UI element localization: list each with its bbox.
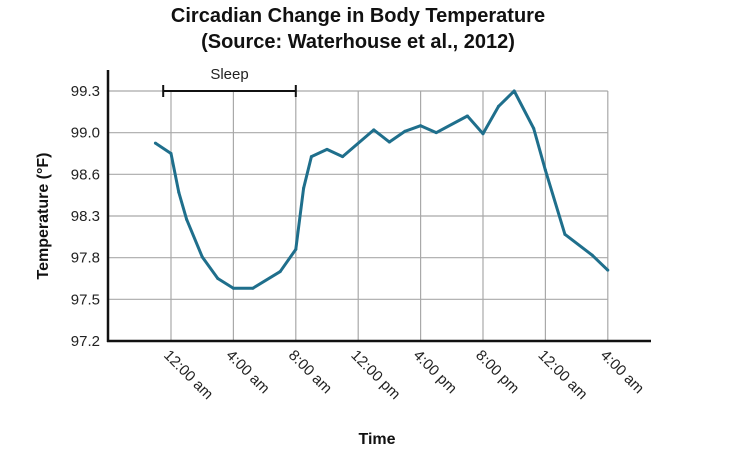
x-tick-label: 4:00 am — [597, 347, 647, 397]
x-tick-label: 4:00 pm — [410, 347, 460, 397]
y-tick-label: 98.6 — [71, 166, 100, 183]
data-point — [497, 104, 501, 108]
chart-title: Circadian Change in Body Temperature — [170, 5, 546, 27]
data-point — [590, 253, 594, 257]
y-tick-labels: 97.2 97.5 97.8 98.3 98.6 99.0 99.3 — [71, 83, 100, 350]
chart-subtitle: (Source: Waterhouse et al., 2012) — [201, 31, 515, 53]
data-point — [606, 268, 610, 272]
data-point — [251, 286, 255, 290]
data-point — [231, 286, 235, 290]
data-point — [465, 114, 469, 118]
y-tick-label: 99.3 — [71, 83, 100, 100]
data-point — [200, 255, 204, 259]
data-point — [185, 217, 189, 221]
y-tick-label: 97.2 — [71, 333, 100, 350]
data-point — [216, 277, 220, 280]
x-tick-label: 4:00 am — [223, 347, 273, 397]
data-points — [153, 89, 610, 290]
x-tick-label: 8:00 pm — [472, 347, 522, 397]
data-point — [153, 141, 157, 145]
data-point — [309, 155, 313, 159]
data-point — [278, 270, 282, 274]
data-point — [532, 127, 536, 130]
data-point — [512, 89, 516, 93]
sleep-label: Sleep — [210, 66, 248, 83]
x-tick-label: 8:00 am — [285, 347, 335, 397]
x-tick-labels: 12:00 am 4:00 am 8:00 am 12:00 pm 4:00 pm 8:0… — [160, 347, 647, 403]
data-point — [302, 186, 306, 190]
sleep-annotation: Sleep — [162, 66, 297, 97]
data-point — [387, 140, 391, 144]
x-tick-label: 12:00 am — [160, 347, 216, 403]
temperature-line — [154, 89, 609, 290]
y-axis-label: Temperature (°F) — [35, 152, 52, 279]
data-point — [563, 232, 567, 236]
data-point — [434, 131, 438, 135]
x-axis-label: Time — [358, 431, 395, 448]
y-tick-label: 98.3 — [71, 208, 100, 225]
data-point — [294, 247, 298, 251]
data-point — [325, 147, 329, 151]
data-point — [543, 168, 547, 172]
x-tick-label: 12:00 am — [535, 347, 591, 403]
data-point — [341, 155, 345, 159]
y-tick-label: 97.8 — [71, 250, 100, 267]
data-point — [169, 152, 173, 155]
x-tick-label: 12:00 pm — [347, 347, 403, 403]
data-point — [403, 129, 407, 133]
data-point — [177, 190, 181, 194]
data-point — [481, 132, 485, 136]
y-tick-label: 97.5 — [71, 291, 100, 308]
y-tick-label: 99.0 — [71, 125, 100, 142]
data-point — [372, 128, 376, 132]
data-point — [419, 124, 423, 128]
